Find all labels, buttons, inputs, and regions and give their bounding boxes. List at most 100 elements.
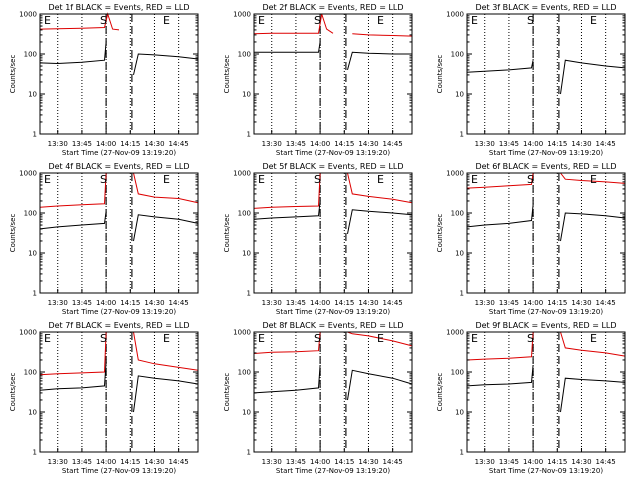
x-tick-label: 13:30 [475,140,495,148]
panel-title: Det 3f BLACK = Events, RED = LLD [475,3,616,12]
x-axis-label: Start Time (27-Nov-09 13:19:20) [489,308,603,316]
x-tick-label: 14:45 [383,140,403,148]
series-line [253,13,413,37]
y-tick-label: 1 [33,449,37,457]
x-tick-label: 14:15 [120,140,140,148]
series-line [39,12,120,31]
x-tick-label: 13:45 [499,299,519,307]
interval-marker: S [314,173,321,186]
x-axis-label: Start Time (27-Nov-09 13:19:20) [62,467,176,475]
series-line [253,364,413,401]
y-tick-label: 1000 [19,11,37,19]
y-tick-label: 100 [238,210,251,218]
chart-panel: Det 7f BLACK = Events, RED = LLD 1 10 100 10… [9,321,199,475]
x-tick-label: 14:30 [571,140,591,148]
x-tick-label: 13:45 [72,458,92,466]
y-tick-label: 10 [242,409,251,417]
x-axis-label: Start Time (27-Nov-09 13:19:20) [276,467,390,475]
series-line [466,59,626,95]
x-tick-label: 14:30 [571,458,591,466]
series-line [466,331,626,361]
x-axis-label: Start Time (27-Nov-09 13:19:20) [489,467,603,475]
y-tick-label: 100 [451,210,464,218]
x-tick-label: 14:15 [334,140,354,148]
interval-marker: E [590,14,597,27]
interval-marker: E [258,173,265,186]
panel-title: Det 4f BLACK = Events, RED = LLD [48,162,189,171]
plot-frame [466,13,626,135]
y-tick-label: 100 [451,369,464,377]
x-tick-label: 14:15 [334,458,354,466]
x-tick-label: 13:30 [475,299,495,307]
interval-marker: E [590,173,597,186]
x-tick-label: 14:15 [334,299,354,307]
y-axis-label: Counts/sec [223,55,231,94]
y-tick-label: 1000 [446,329,464,337]
x-tick-label: 13:30 [475,458,495,466]
y-tick-label: 10 [455,409,464,417]
interval-marker: E [44,332,51,345]
x-tick-label: 14:45 [383,299,403,307]
x-tick-label: 14:00 [523,140,543,148]
y-tick-label: 1000 [233,170,251,178]
interval-marker: E [471,14,478,27]
interval-marker: E [163,14,170,27]
x-tick-label: 13:45 [72,140,92,148]
chart-panel: Det 4f BLACK = Events, RED = LLD 1 10 100 10… [9,162,199,316]
interval-marker: S [527,14,534,27]
x-tick-label: 13:45 [499,140,519,148]
x-tick-label: 14:15 [120,299,140,307]
series-line [466,204,626,242]
x-tick-label: 14:45 [383,458,403,466]
plot-frame [39,13,199,135]
interval-marker: E [471,332,478,345]
x-tick-label: 14:00 [310,140,330,148]
y-tick-label: 1 [460,449,464,457]
y-tick-label: 10 [455,91,464,99]
series-line [39,41,199,76]
x-tick-label: 14:15 [547,140,567,148]
plot-frame [39,331,199,453]
x-axis-label: Start Time (27-Nov-09 13:19:20) [489,149,603,157]
y-tick-label: 1 [33,131,37,139]
y-axis-label: Counts/sec [223,214,231,253]
plot-frame [466,331,626,453]
y-axis-label: Counts/sec [436,214,444,253]
y-tick-label: 100 [451,51,464,59]
interval-marker: S [314,332,321,345]
series-line [39,211,199,242]
interval-marker: S [527,173,534,186]
y-tick-label: 10 [28,250,37,258]
x-tick-label: 14:00 [96,140,116,148]
x-tick-label: 14:15 [120,458,140,466]
x-tick-label: 14:45 [169,140,189,148]
x-tick-label: 14:45 [169,299,189,307]
x-tick-label: 14:00 [310,458,330,466]
y-tick-label: 1 [247,449,251,457]
chart-panel: Det 8f BLACK = Events, RED = LLD 1 10 100 10… [223,321,413,475]
panel-title: Det 5f BLACK = Events, RED = LLD [262,162,403,171]
y-tick-label: 10 [242,250,251,258]
x-tick-label: 14:00 [523,458,543,466]
y-tick-label: 10 [455,250,464,258]
chart-panel: Det 1f BLACK = Events, RED = LLD 1 10 100 10… [9,3,199,157]
panel-title: Det 6f BLACK = Events, RED = LLD [475,162,616,171]
interval-marker: E [163,332,170,345]
y-tick-label: 100 [24,51,37,59]
interval-marker: E [590,332,597,345]
interval-marker: E [377,14,384,27]
y-tick-label: 1 [247,131,251,139]
y-tick-label: 1000 [446,11,464,19]
series-line [253,200,413,234]
y-tick-label: 100 [238,369,251,377]
interval-marker: E [258,14,265,27]
x-tick-label: 14:00 [96,458,116,466]
panel-title: Det 9f BLACK = Events, RED = LLD [475,321,616,330]
interval-marker: E [377,332,384,345]
plot-frame [39,172,199,294]
chart-panel: Det 9f BLACK = Events, RED = LLD 1 10 100 10… [436,321,626,475]
series-line [39,331,199,376]
interval-marker: S [314,14,321,27]
chart-panel: Det 6f BLACK = Events, RED = LLD 1 10 100 10… [436,162,626,316]
